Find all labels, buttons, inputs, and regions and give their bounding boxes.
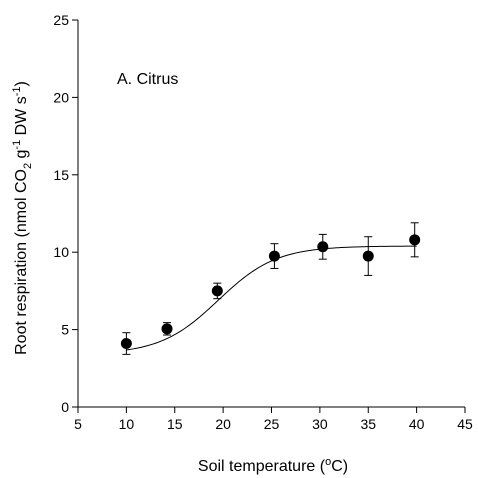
x-axis-label-end: C) <box>331 458 348 475</box>
y-tick-label: 15 <box>53 167 69 183</box>
x-tick-label: 45 <box>457 416 473 432</box>
y-axis-label-sup2: -1 <box>11 86 23 96</box>
y-axis-label-sub: 2 <box>22 163 34 169</box>
x-tick-label: 5 <box>74 416 82 432</box>
x-tick-label: 15 <box>167 416 183 432</box>
y-axis-label: Root respiration (nmol CO2 g-1 DW s-1) <box>11 81 34 355</box>
x-axis-label-sup: o <box>325 456 331 468</box>
y-axis-label-sup1: -1 <box>11 140 23 150</box>
y-tick-label: 0 <box>61 399 69 415</box>
error-bars <box>122 222 419 355</box>
x-tick-label: 10 <box>119 416 135 432</box>
data-point <box>211 285 223 297</box>
y-tick-label: 10 <box>53 244 69 260</box>
y-axis-label-part2: g <box>13 150 30 163</box>
y-tick-label: 5 <box>61 322 69 338</box>
data-point <box>362 250 374 262</box>
data-point <box>120 338 132 350</box>
x-tick-label: 35 <box>360 416 376 432</box>
x-ticks: 5 10 15 20 25 30 35 40 45 <box>74 407 473 432</box>
data-point <box>409 234 421 246</box>
data-points <box>120 234 421 350</box>
fit-curve <box>126 245 417 351</box>
x-tick-label: 20 <box>215 416 231 432</box>
panel-label: A. Citrus <box>117 71 178 88</box>
data-point <box>268 250 280 262</box>
x-axis-label: Soil temperature (oC) <box>198 456 348 475</box>
y-axis-label-part1: Root respiration (nmol CO <box>13 169 30 355</box>
x-tick-label: 30 <box>312 416 328 432</box>
x-tick-label: 25 <box>264 416 280 432</box>
y-tick-label: 20 <box>53 89 69 105</box>
data-point <box>317 241 329 253</box>
y-axis-label-part4: ) <box>13 81 30 86</box>
data-point <box>161 323 173 335</box>
x-axis-label-main: Soil temperature ( <box>198 458 326 475</box>
y-axis-label-part3: DW s <box>13 96 30 140</box>
y-ticks: 0 5 10 15 20 25 <box>53 12 78 415</box>
y-tick-label: 25 <box>53 12 69 28</box>
x-tick-label: 40 <box>409 416 425 432</box>
